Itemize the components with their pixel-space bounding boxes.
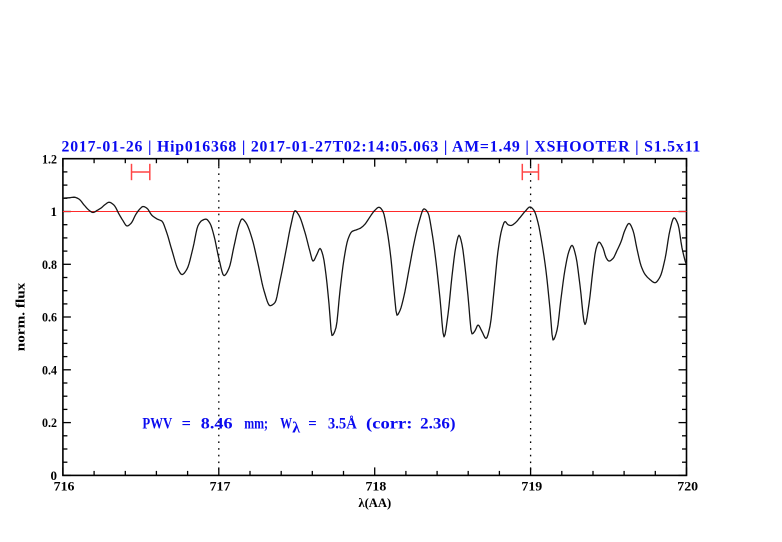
svg-text:0.4: 0.4 bbox=[42, 362, 57, 377]
svg-text:PWV: PWV bbox=[142, 416, 172, 433]
svg-text:=: = bbox=[308, 416, 317, 433]
svg-text:719: 719 bbox=[521, 479, 542, 494]
svg-text:norm. flux: norm. flux bbox=[13, 282, 27, 351]
svg-text:λ: λ bbox=[292, 420, 300, 437]
svg-text:720: 720 bbox=[677, 479, 698, 494]
svg-text:2017-01-26 | Hip016368 | 2017-: 2017-01-26 | Hip016368 | 2017-01-27T02:1… bbox=[62, 139, 701, 156]
svg-text:1.2: 1.2 bbox=[42, 151, 57, 166]
svg-text:716: 716 bbox=[54, 479, 75, 494]
svg-text:0.6: 0.6 bbox=[42, 310, 57, 325]
svg-text:8.46: 8.46 bbox=[201, 416, 233, 433]
svg-text:0.8: 0.8 bbox=[42, 257, 57, 272]
svg-text:0.2: 0.2 bbox=[42, 415, 57, 430]
svg-text:2.36): 2.36) bbox=[420, 416, 455, 433]
svg-text:717: 717 bbox=[210, 479, 231, 494]
svg-text:0: 0 bbox=[51, 468, 58, 483]
svg-text:718: 718 bbox=[366, 479, 387, 494]
svg-text:mm;: mm; bbox=[244, 416, 268, 433]
svg-text:λ(AA): λ(AA) bbox=[358, 496, 391, 510]
svg-text:=: = bbox=[182, 416, 191, 433]
svg-text:W: W bbox=[280, 416, 292, 433]
svg-text:1: 1 bbox=[51, 204, 58, 219]
svg-text:(corr:: (corr: bbox=[366, 416, 413, 433]
svg-text:3.5Å: 3.5Å bbox=[328, 415, 357, 433]
